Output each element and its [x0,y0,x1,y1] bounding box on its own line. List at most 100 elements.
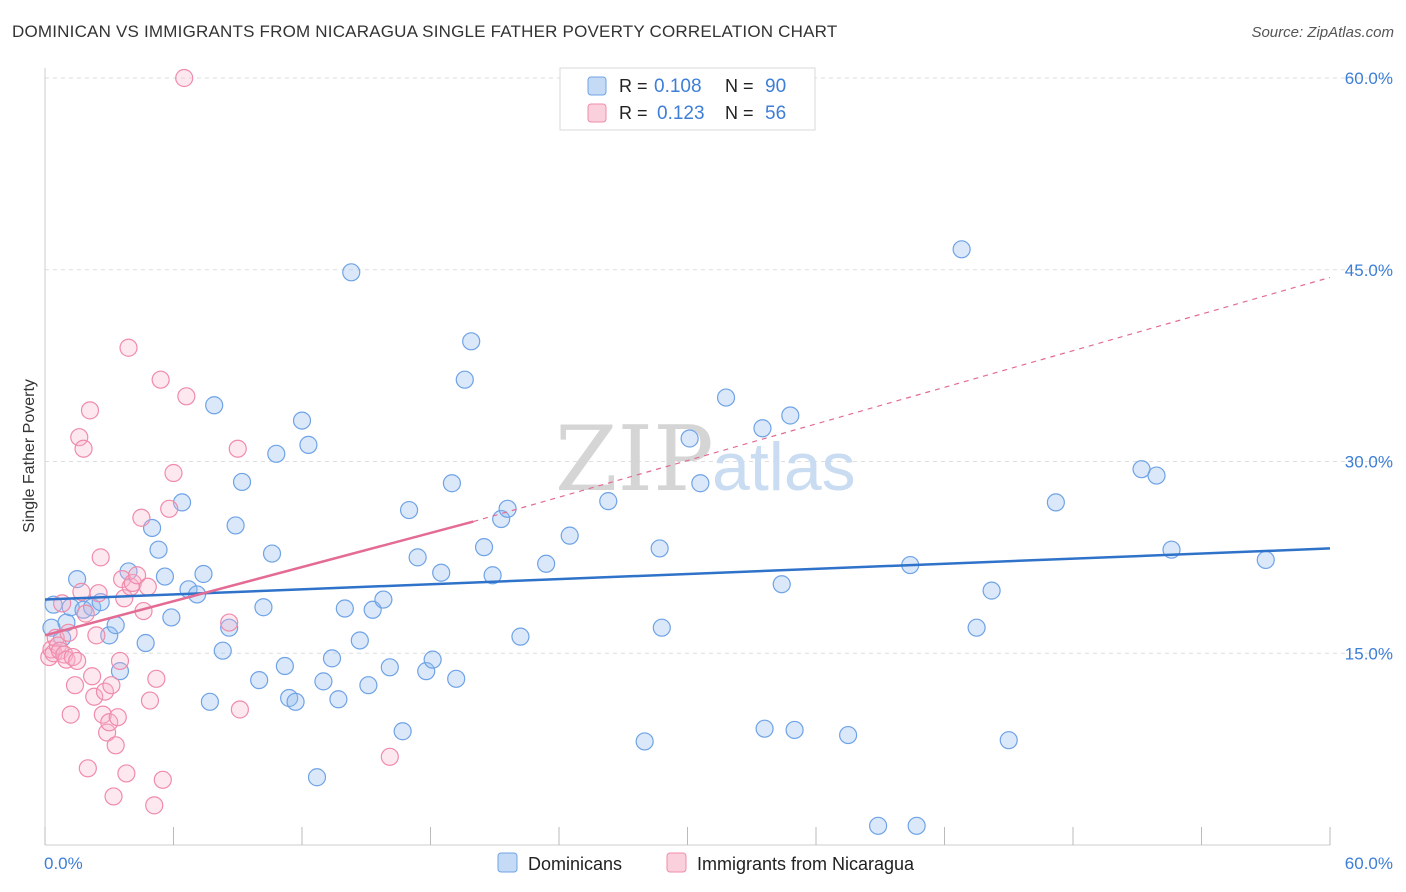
dominican-point [560,526,579,545]
y-tick-labels: 15.0% 30.0% 45.0% 60.0% [1345,69,1393,663]
dominican-point [254,598,273,617]
nicaragua-point [115,589,134,608]
nicaragua-point [119,338,138,357]
dominican-point [205,396,224,415]
nicaragua-point [127,566,147,585]
nicaragua-point [177,387,196,406]
dominican-point [329,690,348,709]
dominican-point [635,732,654,751]
nicaragua-point [147,669,166,688]
nicaragua-point [65,676,85,695]
legend: R = 0.108 N = 90 R = 0.123 N = 56 [559,67,816,131]
dominican-point [200,692,220,711]
bottom-legend-swatch-dominicans [497,852,518,873]
axes [44,68,1331,846]
nicaragua-point [108,708,127,727]
dominican-point [967,618,986,637]
nicaragua-point [153,770,172,789]
nicaragua-point [110,651,130,671]
nicaragua-point [117,764,136,783]
chart-title: DOMINICAN VS IMMIGRANTS FROM NICARAGUA S… [12,22,838,41]
legend-r-label-2: R = [619,103,648,123]
dominican-point [220,618,239,637]
nicaragua-point [380,747,399,766]
nicaragua-point [83,667,102,686]
dominican-point [314,672,333,691]
dominican-point [455,370,474,389]
legend-swatch-nicaragua [587,103,607,123]
dominican-point [275,656,294,676]
nicaragua-point [89,584,108,603]
dominican-point [442,474,462,493]
dominican-point [322,649,342,668]
dominican-point [262,544,282,563]
trend-lines [44,276,1331,637]
dominican-point [162,608,181,627]
bottom-legend-swatch-nicaragua [666,852,687,873]
nicaragua-trend-line [44,520,474,637]
dominican-point [393,722,412,741]
dominican-trend-line [44,547,1331,601]
dominican-point [999,731,1018,750]
legend-n-value-1: 90 [765,76,786,97]
dominican-point [307,768,327,787]
dominican-point [149,540,168,559]
dominican-point [250,670,269,690]
nicaragua-point [160,499,179,518]
nicaragua-point [230,700,249,719]
dominican-point [1147,466,1166,485]
dominican-point [232,472,252,492]
dominican-point [1046,493,1065,512]
bottom-legend: Dominicans Immigrants from Nicaragua [497,852,915,874]
nicaragua-trend-extension [473,276,1331,523]
legend-n-label-1: N = [725,76,754,96]
dominican-point [374,590,393,609]
dominican-point [680,429,699,448]
nicaragua-point [70,428,89,447]
dominican-point [753,419,772,438]
nicaragua-point [91,548,110,567]
dominican-point [755,719,774,738]
dominican-point [335,599,354,618]
watermark-atlas: atlas [712,429,856,505]
legend-r-label-1: R = [619,76,648,96]
dominican-point [716,388,736,407]
nicaragua-point [106,736,125,755]
dominican-point [226,516,245,535]
dominican-point [462,332,481,351]
dominican-point [982,581,1001,600]
bottom-legend-dominicans: Dominicans [528,854,622,874]
dominican-point [511,627,530,646]
dominican-point [599,492,618,511]
dominican-point [292,411,312,430]
dominican-point [110,662,130,681]
dominican-point [1132,460,1151,479]
legend-r-value-2: 0.123 [657,103,705,124]
nicaragua-point [164,463,183,483]
nicaragua-point [175,68,194,88]
dominican-point [785,720,804,740]
y-axis-label: Single Father Poverty [21,379,38,533]
source-label: Source: ZipAtlas.com [1251,24,1394,41]
nicaragua-point [104,787,123,806]
y-tick-label: 30.0% [1345,453,1393,472]
nicaragua-point [140,691,160,710]
dominican-point [100,626,119,645]
x-tick-label-max: 60.0% [1345,854,1393,873]
dominican-point [267,444,286,463]
nicaragua-point [87,626,106,645]
dominican-point [417,662,436,681]
watermark-zip: ZIP [555,407,714,512]
dominican-point [136,633,155,653]
dominican-point [772,575,791,594]
dominican-point [155,567,175,586]
dominican-point [907,816,926,835]
y-tick-label: 15.0% [1345,644,1393,663]
nicaragua-point [151,370,170,389]
dominican-point [432,563,451,582]
nicaragua-point [80,401,100,420]
dominican-point [952,240,971,259]
dominican-point [447,669,466,688]
bottom-legend-nicaragua: Immigrants from Nicaragua [697,854,915,874]
